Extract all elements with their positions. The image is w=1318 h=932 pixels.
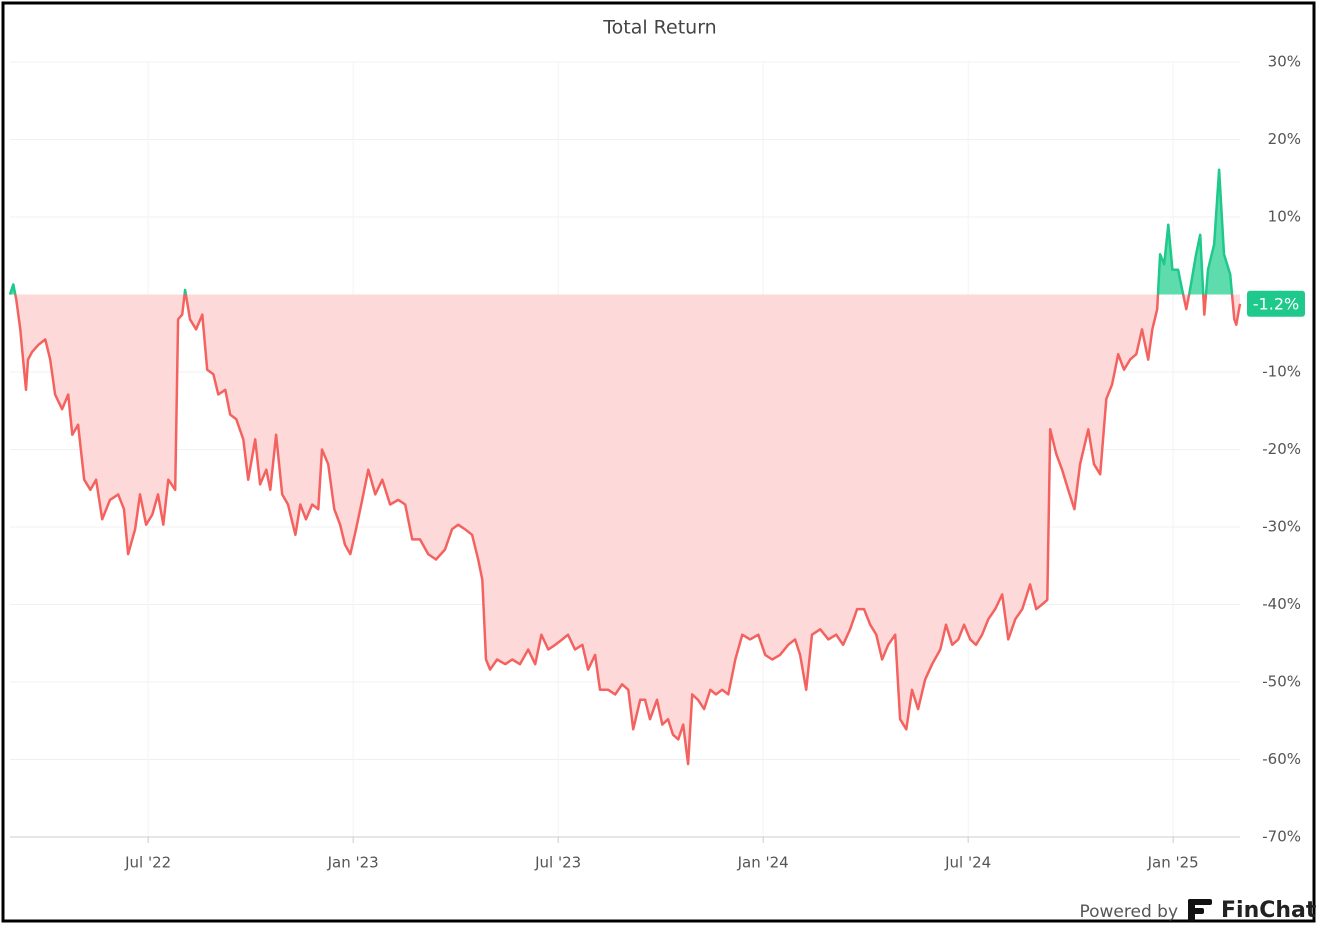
y-tick-label: 20% [1268,130,1301,148]
x-tick-label: Jul '23 [534,854,581,872]
logo-part [1188,899,1195,921]
line [8,168,1242,766]
chart-title: Total Return [602,17,716,39]
y-tick-label: -20% [1262,440,1301,458]
brand-logo [1188,899,1212,921]
x-tick-label: Jan '24 [737,854,789,872]
plot [8,168,1242,766]
y-tick-label: -70% [1262,828,1301,846]
y-tick-label: -10% [1262,363,1301,381]
footer-text: Powered by [1079,902,1178,922]
brand-name: FinChat [1221,898,1317,923]
y-tick-label: 10% [1268,208,1301,226]
x-tick-label: Jul '22 [124,854,171,872]
y-tick-label: 30% [1268,53,1301,71]
area-fill [10,169,1240,765]
y-tick-label: -30% [1262,518,1301,536]
end-label-box [1247,290,1305,317]
x-tick-label: Jan '25 [1147,854,1199,872]
y-tick-label: -50% [1262,673,1301,691]
y-tick-label: -40% [1262,595,1301,613]
end-label: -1.2% [1253,294,1299,313]
axes: 30% 20% 10% -10% -20% -30% -40% -50% -60% -70% Jul… [10,53,1305,872]
x-tick-label: Jan '23 [327,854,379,872]
y-tick-label: -60% [1262,750,1301,768]
x-tick-label: Jul '24 [944,854,991,872]
